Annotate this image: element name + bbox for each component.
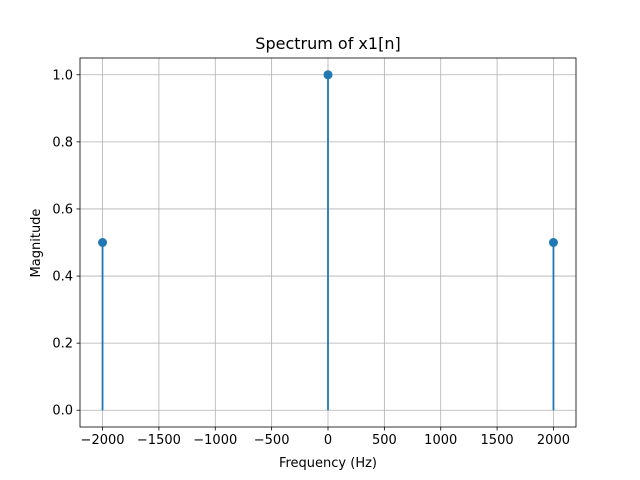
y-tick-label: 1.0 bbox=[52, 68, 73, 83]
axis-ticks: −2000 −1500 −1000 −500 0 500 1000 1500 2000 0.0 0.… bbox=[52, 68, 570, 448]
y-axis-label: Magnitude bbox=[29, 209, 44, 278]
stem-marker bbox=[98, 238, 108, 247]
x-tick-label: −1500 bbox=[137, 433, 181, 448]
chart-title: Spectrum of x1[n] bbox=[255, 34, 400, 53]
x-tick-label: 1500 bbox=[481, 433, 514, 448]
x-axis-label: Frequency (Hz) bbox=[279, 456, 377, 471]
x-tick-label: 0 bbox=[324, 433, 332, 448]
y-tick-label: 0.8 bbox=[52, 135, 73, 150]
stem-marker bbox=[548, 238, 558, 247]
y-tick-label: 0.2 bbox=[52, 337, 73, 352]
x-tick-label: 500 bbox=[372, 433, 397, 448]
x-tick-label: 1000 bbox=[424, 433, 457, 448]
stem-marker bbox=[323, 70, 333, 80]
x-tick-label: 2000 bbox=[537, 433, 570, 448]
stem-series bbox=[98, 70, 558, 411]
y-tick-label: 0.0 bbox=[52, 404, 73, 419]
y-tick-label: 0.6 bbox=[52, 202, 73, 217]
x-tick-label: −2000 bbox=[81, 433, 125, 448]
x-tick-label: −500 bbox=[254, 433, 290, 448]
x-tick-label: −1000 bbox=[193, 433, 237, 448]
y-tick-label: 0.4 bbox=[52, 270, 73, 285]
